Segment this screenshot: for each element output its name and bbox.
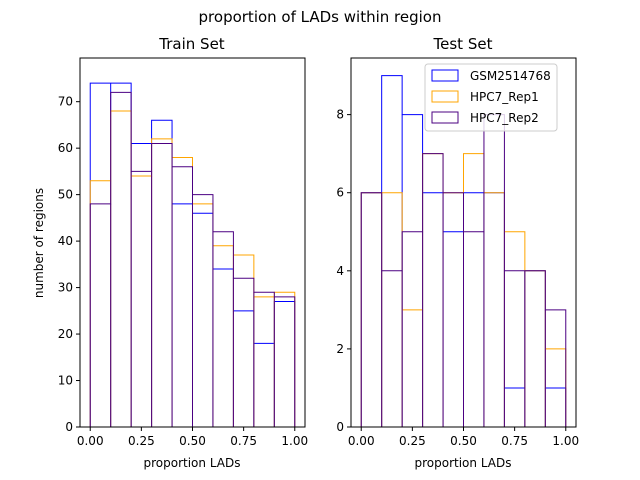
y-tick-label: 40 bbox=[58, 234, 73, 248]
y-tick-label: 8 bbox=[336, 108, 344, 122]
legend-entry: HPC7_Rep2 bbox=[431, 111, 539, 125]
x-tick-label: 0.25 bbox=[399, 434, 426, 448]
y-tick-label: 20 bbox=[58, 327, 73, 341]
y-tick-label: 50 bbox=[58, 188, 73, 202]
y-tick-label: 30 bbox=[58, 281, 73, 295]
panel-title-test: Test Set bbox=[433, 35, 493, 53]
figure-title: proportion of LADs within region bbox=[199, 8, 442, 26]
x-tick-label: 0.00 bbox=[348, 434, 375, 448]
x-tick-label: 1.00 bbox=[552, 434, 579, 448]
x-axis-label-train: proportion LADs bbox=[144, 456, 241, 470]
x-tick-label: 0.50 bbox=[450, 434, 477, 448]
legend-entry: GSM2514768 bbox=[431, 69, 551, 83]
legend: GSM2514768 HPC7_Rep1 HPC7_Rep2 bbox=[424, 63, 558, 132]
y-tick-label: 0 bbox=[336, 420, 344, 434]
x-tick-label: 0.75 bbox=[501, 434, 528, 448]
histogram-series-2 bbox=[360, 114, 567, 427]
histogram-series-2 bbox=[89, 91, 296, 427]
legend-entry: HPC7_Rep1 bbox=[431, 90, 539, 104]
y-tick-label: 70 bbox=[58, 95, 73, 109]
y-tick-label: 2 bbox=[336, 342, 344, 356]
y-tick-label: 4 bbox=[336, 264, 344, 278]
legend-label: GSM2514768 bbox=[470, 69, 551, 83]
panel-title-train: Train Set bbox=[158, 35, 225, 53]
y-tick-label: 60 bbox=[58, 141, 73, 155]
legend-label: HPC7_Rep1 bbox=[470, 90, 539, 104]
x-tick-label: 0.75 bbox=[230, 434, 257, 448]
y-tick-label: 10 bbox=[58, 374, 73, 388]
plot-area-train: 0.00 0.25 0.50 0.75 1.00 0 10 20 30 40 50 60 70 bbox=[58, 57, 308, 448]
legend-swatch bbox=[431, 69, 459, 82]
y-tick-label: 6 bbox=[336, 186, 344, 200]
legend-label: HPC7_Rep2 bbox=[470, 111, 539, 125]
y-tick-label: 0 bbox=[65, 420, 73, 434]
x-tick-label: 1.00 bbox=[281, 434, 308, 448]
x-tick-label: 0.50 bbox=[179, 434, 206, 448]
x-tick-label: 0.00 bbox=[77, 434, 104, 448]
legend-swatch bbox=[431, 90, 459, 103]
panel-test-set: Test Set 0.00 0.25 0.50 0.75 1.00 0 2 4 6 8 propo… bbox=[336, 35, 579, 470]
plot-area-test: 0.00 0.25 0.50 0.75 1.00 0 2 4 6 8 bbox=[336, 57, 579, 448]
y-axis-label-train: number of regions bbox=[32, 188, 46, 298]
panel-train-set: Train Set 0.00 0.25 0.50 0.75 1.00 0 10 20 30 40 5… bbox=[32, 35, 308, 470]
legend-swatch bbox=[431, 111, 459, 124]
x-axis-label-test: proportion LADs bbox=[415, 456, 512, 470]
x-tick-label: 0.25 bbox=[128, 434, 155, 448]
